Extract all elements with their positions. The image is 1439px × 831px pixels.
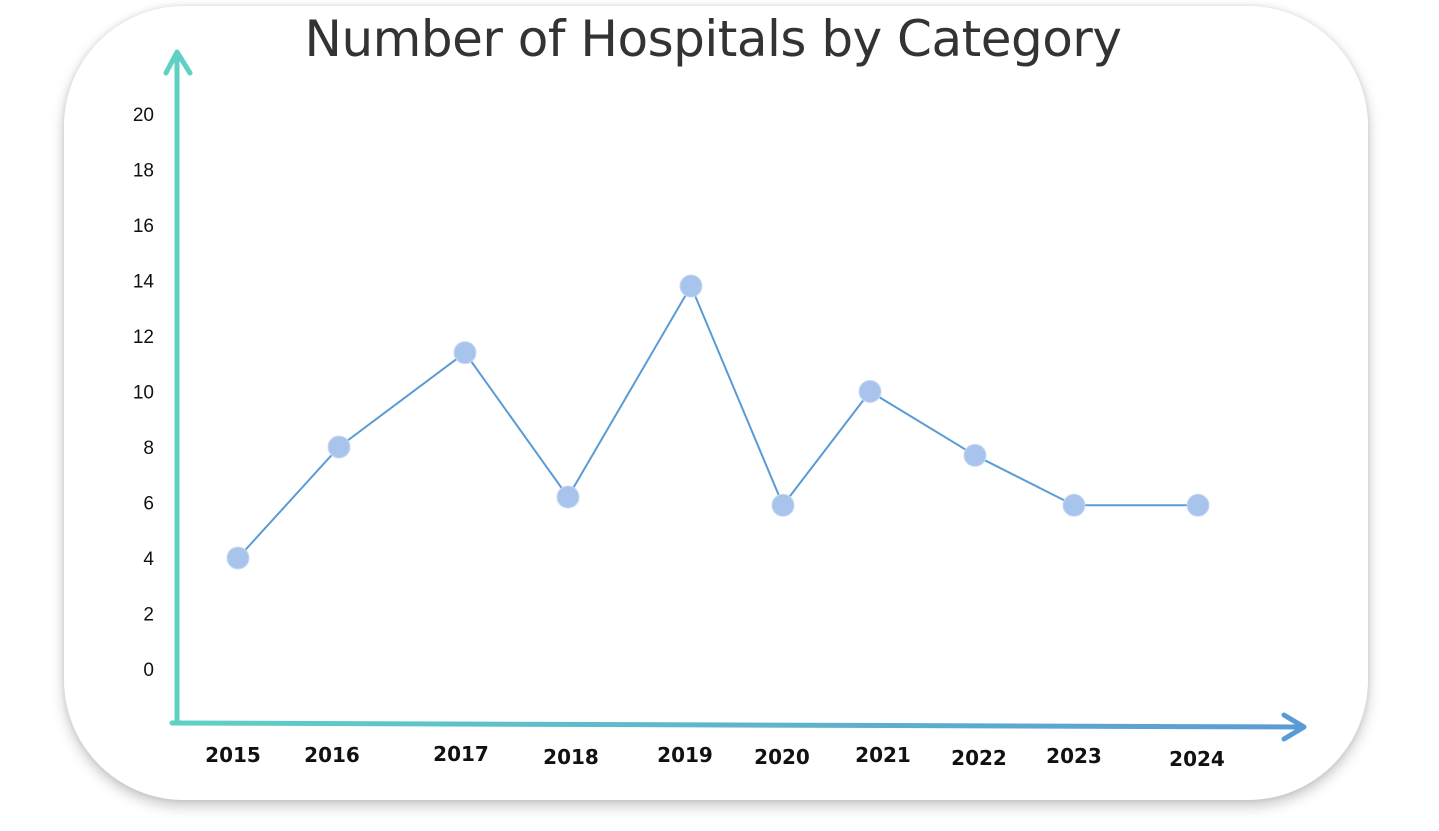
- series-line: [237, 285, 1198, 559]
- chart-title: Number of Hospitals by Category: [304, 10, 1122, 68]
- x-axis-line: [169, 720, 1303, 730]
- y-tick-label: 20: [133, 105, 154, 126]
- y-tick-label: 10: [133, 383, 154, 404]
- data-point: [1186, 493, 1210, 517]
- y-tick-label: 12: [133, 327, 154, 348]
- x-tick-label: 2022: [951, 746, 1007, 770]
- y-tick-label: 14: [133, 272, 155, 293]
- y-tick-label: 4: [143, 549, 154, 570]
- y-tick-label: 8: [143, 438, 154, 459]
- data-point: [556, 485, 580, 509]
- x-tick-label: 2019: [657, 743, 713, 767]
- x-axis-ticks: 2015 2016 2017 2018 2019 2020 2021 2022 2023 2024: [205, 742, 1225, 771]
- y-tick-label: 6: [143, 494, 154, 515]
- y-axis-arrowhead: [163, 49, 193, 76]
- y-tick-label: 18: [133, 161, 154, 182]
- x-tick-label: 2018: [543, 745, 599, 769]
- x-axis-arrowhead: [1281, 712, 1307, 742]
- x-tick-label: 2020: [754, 745, 810, 769]
- y-tick-label: 0: [143, 660, 154, 681]
- x-tick-label: 2016: [304, 743, 360, 767]
- series-line-layer: [226, 274, 1210, 570]
- data-point: [453, 341, 477, 365]
- y-tick-label: 16: [133, 216, 154, 237]
- data-point: [1062, 493, 1086, 517]
- data-point: [226, 546, 250, 570]
- axes: [163, 49, 1307, 742]
- chart-card: [64, 6, 1368, 800]
- y-tick-label: 2: [143, 605, 154, 626]
- x-tick-label: 2023: [1046, 744, 1102, 768]
- data-point: [327, 435, 351, 459]
- y-axis-ticks: 0 2 4 6 8 10 12 14 16 18 20: [133, 105, 155, 681]
- x-tick-label: 2015: [205, 743, 261, 767]
- data-point: [771, 493, 795, 517]
- data-point: [858, 380, 882, 403]
- x-tick-label: 2021: [855, 743, 911, 767]
- data-point: [679, 274, 703, 298]
- x-tick-label: 2017: [433, 742, 489, 766]
- data-point: [963, 443, 987, 467]
- x-tick-label: 2024: [1169, 747, 1225, 771]
